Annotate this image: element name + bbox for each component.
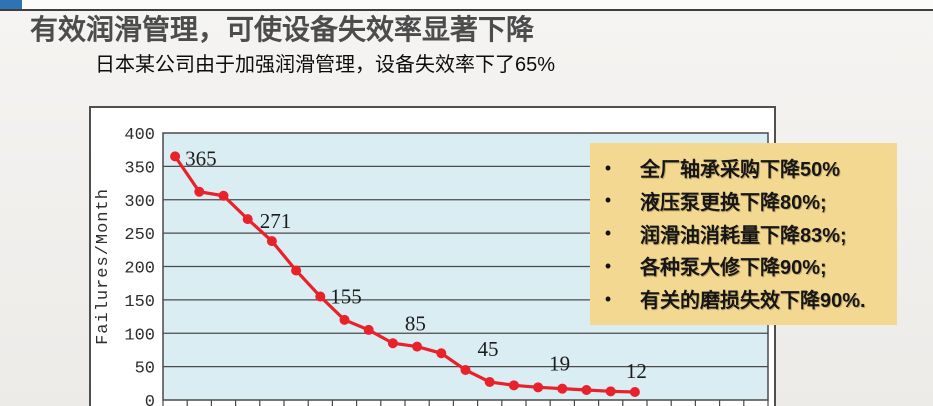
data-point-label: 155 — [330, 285, 362, 309]
data-point-label: 45 — [478, 337, 499, 361]
data-point — [412, 341, 423, 352]
y-tick-label: 250 — [124, 226, 155, 245]
data-point — [484, 376, 495, 387]
bullet-icon: • — [604, 223, 612, 243]
data-point-label: 271 — [260, 209, 292, 233]
data-point — [436, 348, 447, 359]
bullet-icon: • — [604, 190, 612, 211]
title-underline — [0, 9, 933, 11]
data-point — [557, 383, 568, 394]
y-axis-title: Failures/Month — [94, 188, 113, 345]
callout-item: • 有关的磨损失效下降90%. — [598, 284, 889, 313]
data-point — [291, 265, 302, 276]
bullet-icon: • — [604, 157, 612, 178]
top-strip — [0, 0, 933, 9]
benefits-callout: • 全厂轴承采购下降50% • 液压泵更换下降80%; • 润滑油消耗量下降83… — [590, 143, 897, 325]
data-point — [533, 382, 544, 393]
data-point — [629, 386, 640, 397]
data-point — [508, 380, 519, 391]
callout-item-text: 有关的磨损失效下降90%. — [640, 290, 866, 312]
y-tick-label: 400 — [124, 126, 155, 145]
y-tick-label: 200 — [124, 260, 155, 279]
data-point — [170, 151, 181, 162]
y-tick-label: 150 — [124, 293, 155, 312]
data-point — [218, 190, 229, 201]
data-point — [605, 386, 616, 397]
slide-title: 有效润滑管理，可使设备失效率显著下降 — [30, 14, 535, 45]
callout-item: • 液压泵更换下降80%; — [598, 186, 889, 215]
callout-item-text: 润滑油消耗量下降83%; — [640, 224, 847, 247]
data-point — [242, 214, 253, 225]
callout-item: • 各种泵大修下降90%; — [598, 251, 889, 280]
y-tick-label: 300 — [124, 193, 155, 212]
y-tick-label: 50 — [135, 360, 155, 379]
data-point-label: 365 — [185, 146, 217, 170]
y-tick-label: 100 — [124, 326, 155, 345]
data-point-label: 19 — [549, 351, 570, 375]
data-point — [339, 314, 350, 325]
bullet-icon: • — [604, 255, 612, 276]
data-point-label: 85 — [405, 311, 426, 335]
chart-frame: 0 50 100 150 200 250 300 350 400 Failures/Month 36… — [89, 106, 776, 406]
data-point — [266, 236, 277, 247]
y-tick-label: 0 — [145, 393, 155, 406]
data-point-label: 12 — [626, 359, 647, 383]
callout-item-text: 各种泵大修下降90%; — [640, 257, 827, 280]
data-point — [460, 364, 471, 375]
callout-item-text: 全厂轴承采购下降50% — [640, 159, 841, 181]
data-point — [581, 384, 592, 395]
y-tick-label: 350 — [124, 159, 155, 178]
data-point — [194, 186, 205, 197]
accent-square — [0, 0, 22, 11]
callout-item-text: 液压泵更换下降80%; — [640, 191, 827, 214]
slide-subtitle: 日本某公司由于加强润滑管理，设备失效率下了65% — [95, 54, 556, 76]
callout-item: • 全厂轴承采购下降50% — [598, 153, 889, 182]
callout-item: • 润滑油消耗量下降83%; — [598, 219, 889, 248]
data-point — [315, 291, 326, 302]
bullet-icon: • — [604, 288, 612, 309]
data-point — [363, 324, 374, 335]
data-point — [387, 338, 398, 349]
